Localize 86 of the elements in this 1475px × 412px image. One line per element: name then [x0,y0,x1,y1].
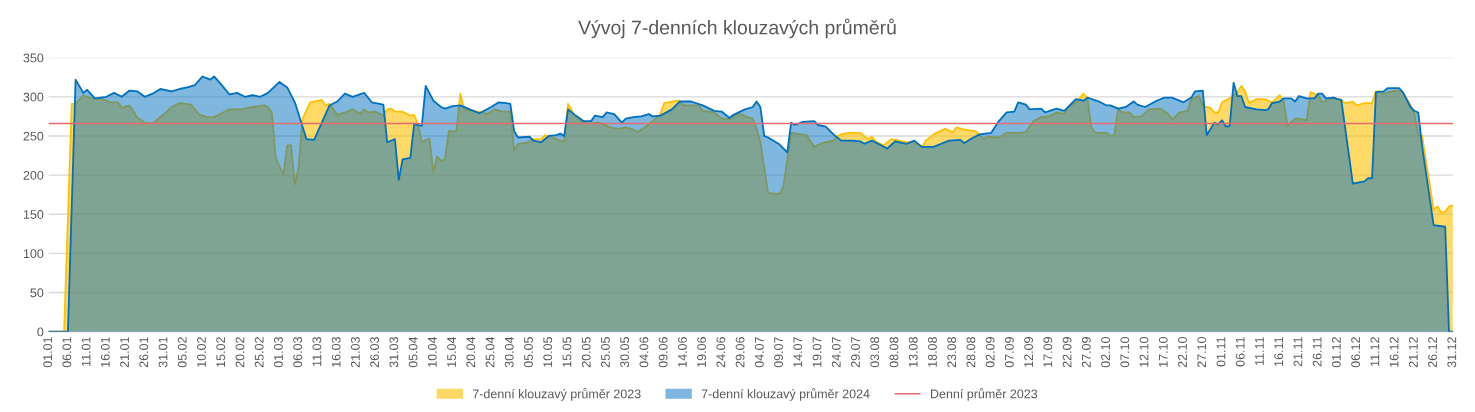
x-tick-label: 15.05 [562,337,572,367]
x-tick-label: 06.01 [62,337,72,368]
y-tick-label: 50 [30,288,44,298]
x-tick-label: 19.06 [697,337,707,367]
x-tick-label: 22.10 [1178,337,1187,368]
x-tick-label: 24.07 [831,337,841,368]
x-tick-label: 19.07 [812,337,822,367]
y-tick-label: 300 [23,92,44,102]
x-tick-label: 20.05 [581,337,591,368]
x-tick-label: 23.08 [947,337,957,368]
x-tick-label: 16.12 [1389,337,1399,367]
x-tick-label: 31.01 [158,337,168,368]
y-tick-label: 350 [23,53,44,63]
x-tick-label: 25.05 [601,337,610,368]
x-tick-label: 25.02 [254,337,264,368]
x-tick-label: 06.03 [293,337,303,368]
x-tick-label: 01.03 [274,337,283,368]
legend-label: 7-denní klouzavý průměr 2023 [472,388,641,401]
x-tick-label: 25.04 [485,336,495,368]
x-tick-label: 10.04 [427,336,437,367]
x-tick-label: 27.09 [1081,337,1091,368]
x-tick-label: 15.02 [216,337,226,367]
x-tick-label: 09.07 [774,337,783,368]
x-tick-label: 01.11 [1216,337,1226,367]
x-tick-label: 05.02 [177,337,187,368]
x-tick-label: 11.01 [81,337,91,366]
chart-title: Vývoj 7-denních klouzavých průměrů [578,18,896,39]
x-tick-label: 29.07 [851,337,860,368]
x-tick-label: 14.06 [677,337,687,367]
x-tick-label: 30.05 [620,337,630,368]
x-tick-label: 14.07 [793,337,803,367]
x-tick-label: 29.06 [735,337,745,368]
x-tick-label: 10.02 [197,337,206,367]
x-tick-label: 06.11 [1235,337,1245,367]
y-tick-label: 250 [23,131,44,141]
x-tick-label: 21.03 [350,337,360,368]
legend-label: Denní průměr 2023 [931,388,1038,401]
x-tick-label: 16.11 [1274,337,1284,366]
x-tick-label: 22.09 [1062,337,1072,368]
x-tick-label: 05.04 [408,336,418,368]
x-tick-label: 11.11 [1255,337,1264,365]
x-tick-label: 01.01 [43,337,53,368]
x-tick-label: 09.06 [658,337,668,368]
x-tick-label: 26.11 [1312,337,1322,367]
x-tick-label: 21.12 [1408,337,1418,368]
x-tick-label: 04.06 [639,337,649,368]
x-tick-label: 11.03 [312,337,322,366]
x-tick-label: 26.03 [370,337,380,368]
x-tick-label: 05.05 [524,337,533,368]
y-tick-label: 100 [23,249,44,259]
x-tick-label: 07.10 [1120,337,1130,368]
x-tick-label: 18.08 [928,337,937,367]
x-tick-label: 26.12 [1428,337,1437,368]
y-tick-label: 150 [23,210,44,219]
x-tick-label: 15.04 [447,336,456,367]
x-tick-label: 28.08 [966,337,976,368]
x-tick-label: 31.03 [389,337,399,368]
x-tick-label: 02.09 [985,337,995,368]
x-tick-label: 17.10 [1158,337,1168,367]
y-tick-label: 200 [23,170,44,180]
x-tick-label: 06.12 [1351,337,1361,368]
x-tick-label: 07.09 [1004,337,1014,368]
x-tick-label: 21.11 [1293,337,1303,367]
x-tick-label: 20.02 [235,337,245,368]
x-tick-label: 17.09 [1043,337,1053,367]
y-tick-label: 0 [37,327,44,337]
x-tick-label: 21.01 [120,337,129,368]
x-tick-label: 31.12 [1447,337,1457,368]
x-tick-label: 12.10 [1139,337,1149,367]
x-tick-label: 24.06 [716,337,726,368]
x-tick-label: 08.08 [889,337,899,368]
x-tick-label: 26.01 [139,337,149,368]
x-tick-label: 13.08 [908,337,918,367]
x-tick-label: 12.09 [1024,337,1034,367]
x-tick-label: 27.10 [1197,337,1207,368]
x-tick-label: 30.04 [504,336,514,368]
legend-label: 7-denní klouzavý průměr 2024 [701,388,870,401]
x-tick-label: 16.01 [100,337,110,367]
x-tick-label: 11.12 [1370,337,1380,366]
x-tick-label: 04.07 [754,337,764,368]
x-tick-label: 01.12 [1331,337,1341,368]
x-tick-label: 10.05 [543,337,553,367]
x-tick-label: 03.08 [870,337,880,368]
x-tick-label: 20.04 [466,336,476,368]
x-tick-label: 16.03 [331,337,341,367]
x-tick-label: 02.10 [1101,337,1110,368]
